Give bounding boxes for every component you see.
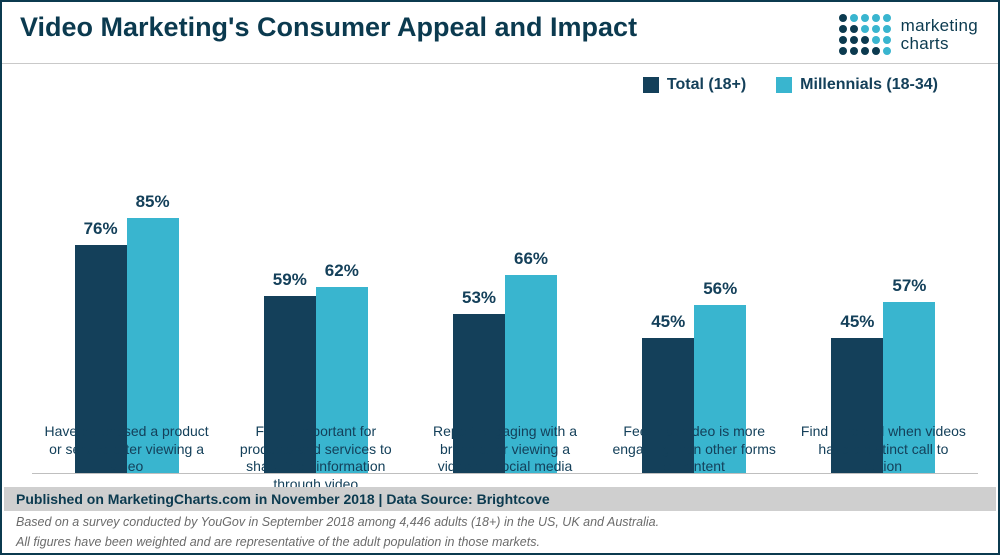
bar-value-label: 53% [462, 288, 496, 308]
bar-value-label: 45% [840, 312, 874, 332]
logo-line2: charts [901, 35, 978, 53]
logo-text: marketing charts [901, 17, 978, 53]
chart-area: Total (18+) Millennials (18-34) 76% 85% 59%… [2, 64, 998, 474]
bar-value-label: 57% [892, 276, 926, 296]
header: Video Marketing's Consumer Appeal and Im… [2, 2, 998, 64]
legend: Total (18+) Millennials (18-34) [643, 76, 938, 94]
category-label: Report engaging with a brand after viewi… [410, 417, 599, 493]
chart-frame: Video Marketing's Consumer Appeal and Im… [0, 0, 1000, 555]
legend-label: Millennials (18-34) [800, 76, 938, 94]
footer-note-2: All figures have been weighted and are r… [4, 531, 996, 551]
legend-item: Total (18+) [643, 76, 746, 94]
bar-value-label: 62% [325, 261, 359, 281]
bar-value-label: 66% [514, 249, 548, 269]
footer-note-1: Based on a survey conducted by YouGov in… [4, 511, 996, 531]
category-label: Find it important for products and servi… [221, 417, 410, 493]
category-label: Have purchased a product or service afte… [32, 417, 221, 493]
legend-item: Millennials (18-34) [776, 76, 938, 94]
bar-value-label: 76% [84, 219, 118, 239]
category-labels-row: Have purchased a product or service afte… [32, 417, 978, 493]
brand-logo: marketing charts [839, 12, 978, 55]
legend-swatch-icon [776, 77, 792, 93]
legend-label: Total (18+) [667, 76, 746, 94]
logo-line1: marketing [901, 17, 978, 35]
chart-title: Video Marketing's Consumer Appeal and Im… [20, 12, 637, 43]
category-label: Find it helpful when videos have a disti… [789, 417, 978, 493]
footer: Published on MarketingCharts.com in Nove… [4, 487, 996, 552]
footer-publication: Published on MarketingCharts.com in Nove… [4, 487, 996, 511]
bar-value-label: 85% [136, 192, 170, 212]
bar-value-label: 45% [651, 312, 685, 332]
bar-value-label: 56% [703, 279, 737, 299]
category-label: Feel that video is more engaging than ot… [600, 417, 789, 493]
logo-dots-icon [839, 14, 891, 55]
bar-value-label: 59% [273, 270, 307, 290]
legend-swatch-icon [643, 77, 659, 93]
